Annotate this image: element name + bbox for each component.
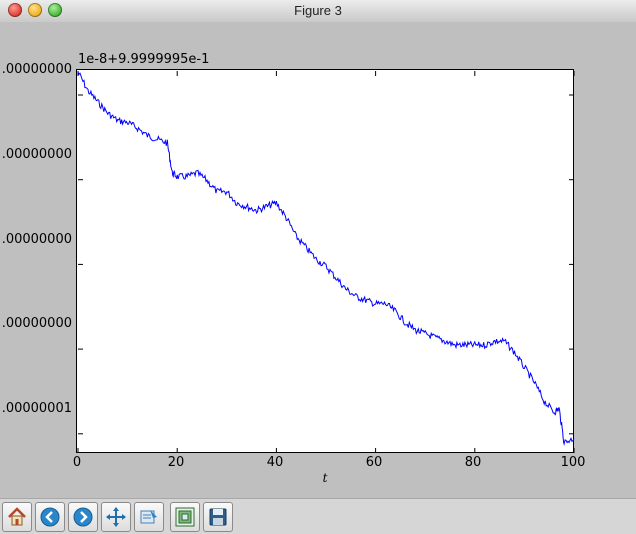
x-axis-label: t <box>322 471 328 485</box>
plot-axes[interactable] <box>76 69 575 453</box>
zoom-window-button[interactable] <box>48 3 62 17</box>
zoom-button[interactable] <box>134 502 164 532</box>
pan-button[interactable] <box>101 502 131 532</box>
window-title: Figure 3 <box>294 3 342 18</box>
y-tick-label: .00000001 <box>1 401 72 416</box>
x-tick-label: 20 <box>167 455 185 470</box>
x-tick-label: 40 <box>266 455 284 470</box>
x-tick-label: 80 <box>464 455 482 470</box>
line-plot <box>77 71 575 453</box>
close-window-button[interactable] <box>8 3 22 17</box>
x-tick-label: 60 <box>365 455 383 470</box>
y-tick-label: .00000000 <box>1 316 72 331</box>
x-tick-label: 100 <box>560 455 586 470</box>
series-line <box>77 71 575 446</box>
x-tick-label: 0 <box>72 455 82 470</box>
back-button[interactable] <box>35 502 65 532</box>
y-tick-label: .00000000 <box>1 62 72 77</box>
y-axis-offset-text: 1e-8+9.9999995e-1 <box>78 52 210 67</box>
subplots-icon <box>175 507 195 527</box>
y-tick-label: .00000000 <box>1 232 72 247</box>
figure-canvas[interactable]: 1e-8+9.9999995e-1 .00000000 .00000000 .0… <box>0 22 636 498</box>
home-icon <box>8 507 26 526</box>
title-bar: Figure 3 <box>0 0 636 23</box>
forward-button[interactable] <box>68 502 98 532</box>
configure-subplots-button[interactable] <box>170 502 200 532</box>
floppy-disk-icon <box>209 508 227 526</box>
zoom-rect-icon <box>140 510 157 524</box>
forward-arrow-icon <box>73 507 93 527</box>
home-button[interactable] <box>2 502 32 532</box>
minimize-window-button[interactable] <box>28 3 42 17</box>
save-button[interactable] <box>203 502 233 532</box>
navigation-toolbar <box>0 498 636 534</box>
move-arrows-icon <box>106 507 126 527</box>
back-arrow-icon <box>40 507 60 527</box>
y-tick-label: .00000000 <box>1 147 72 162</box>
